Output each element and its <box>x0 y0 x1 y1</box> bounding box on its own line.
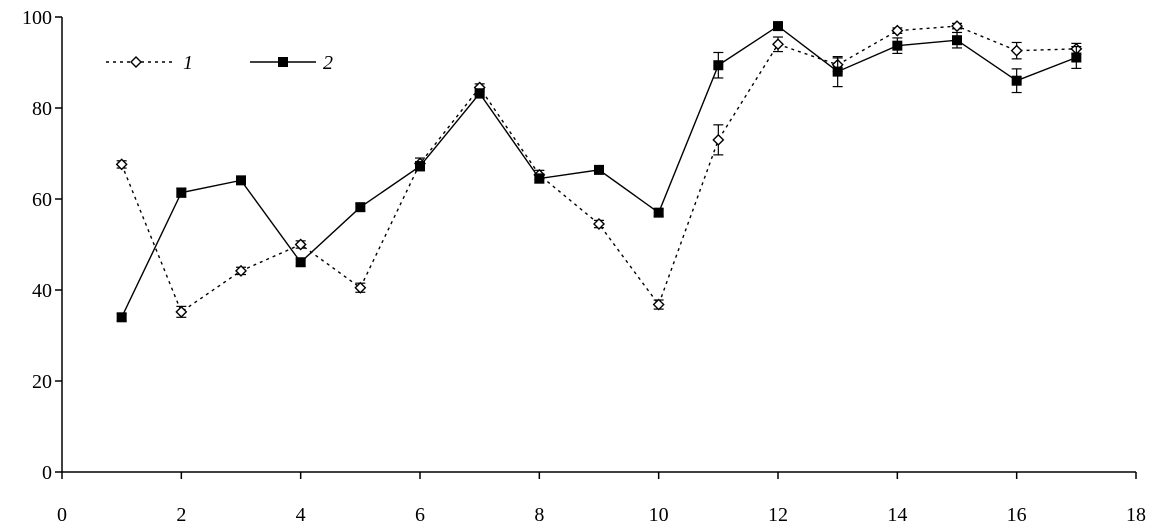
data-point-diamond <box>593 218 605 231</box>
data-point-square <box>278 57 288 67</box>
data-point-square <box>474 88 485 99</box>
x-tick-label: 0 <box>57 504 67 526</box>
legend-label: 1 <box>183 52 193 74</box>
y-tick-label: 0 <box>42 462 52 484</box>
data-point-square <box>534 173 545 184</box>
data-point-diamond <box>712 133 725 146</box>
x-tick-label: 14 <box>887 504 907 526</box>
data-point-diamond <box>951 20 963 33</box>
legend-item-1: 1 <box>106 52 193 74</box>
data-point-square <box>176 187 187 198</box>
series-2 <box>116 21 1082 323</box>
data-point-square <box>236 175 246 186</box>
data-point-diamond <box>235 264 247 277</box>
y-tick-label: 60 <box>32 189 52 211</box>
data-point-diamond <box>354 281 367 294</box>
data-point-diamond <box>652 298 665 311</box>
data-point-diamond <box>115 158 128 171</box>
y-tick-label: 80 <box>32 98 52 120</box>
y-tick-label: 100 <box>22 7 52 29</box>
x-tick-label: 16 <box>1007 504 1027 526</box>
data-point-square <box>116 312 127 323</box>
data-point-diamond <box>175 305 188 318</box>
data-point-square <box>773 21 783 32</box>
x-tick-label: 10 <box>649 504 669 526</box>
series-layer <box>115 20 1083 323</box>
x-tick-label: 12 <box>768 504 788 526</box>
y-tick-label: 40 <box>32 280 52 302</box>
x-tick-label: 8 <box>534 504 544 526</box>
data-point-square <box>355 202 366 213</box>
data-point-square <box>594 164 604 175</box>
x-tick-label: 18 <box>1126 504 1146 526</box>
data-point-square <box>832 66 843 77</box>
data-point-square <box>653 207 664 218</box>
data-point-square <box>1071 52 1082 63</box>
series-1 <box>115 20 1083 318</box>
data-point-square <box>295 257 306 268</box>
data-point-diamond <box>294 238 307 251</box>
data-point-diamond <box>891 24 904 37</box>
data-point-square <box>892 40 903 51</box>
legend-item-2: 2 <box>250 52 333 74</box>
data-point-square <box>415 161 425 172</box>
x-tick-label: 2 <box>176 504 186 526</box>
data-point-diamond <box>1010 44 1023 57</box>
x-tick-label: 6 <box>415 504 425 526</box>
data-point-square <box>1011 75 1022 86</box>
x-tick-label: 4 <box>296 504 306 526</box>
data-point-diamond <box>130 56 142 68</box>
legend-label: 2 <box>323 52 333 74</box>
data-point-diamond <box>772 38 784 51</box>
y-tick-label: 20 <box>32 371 52 393</box>
data-point-square <box>713 60 724 71</box>
series-line <box>121 25 1077 313</box>
data-point-square <box>952 35 962 46</box>
